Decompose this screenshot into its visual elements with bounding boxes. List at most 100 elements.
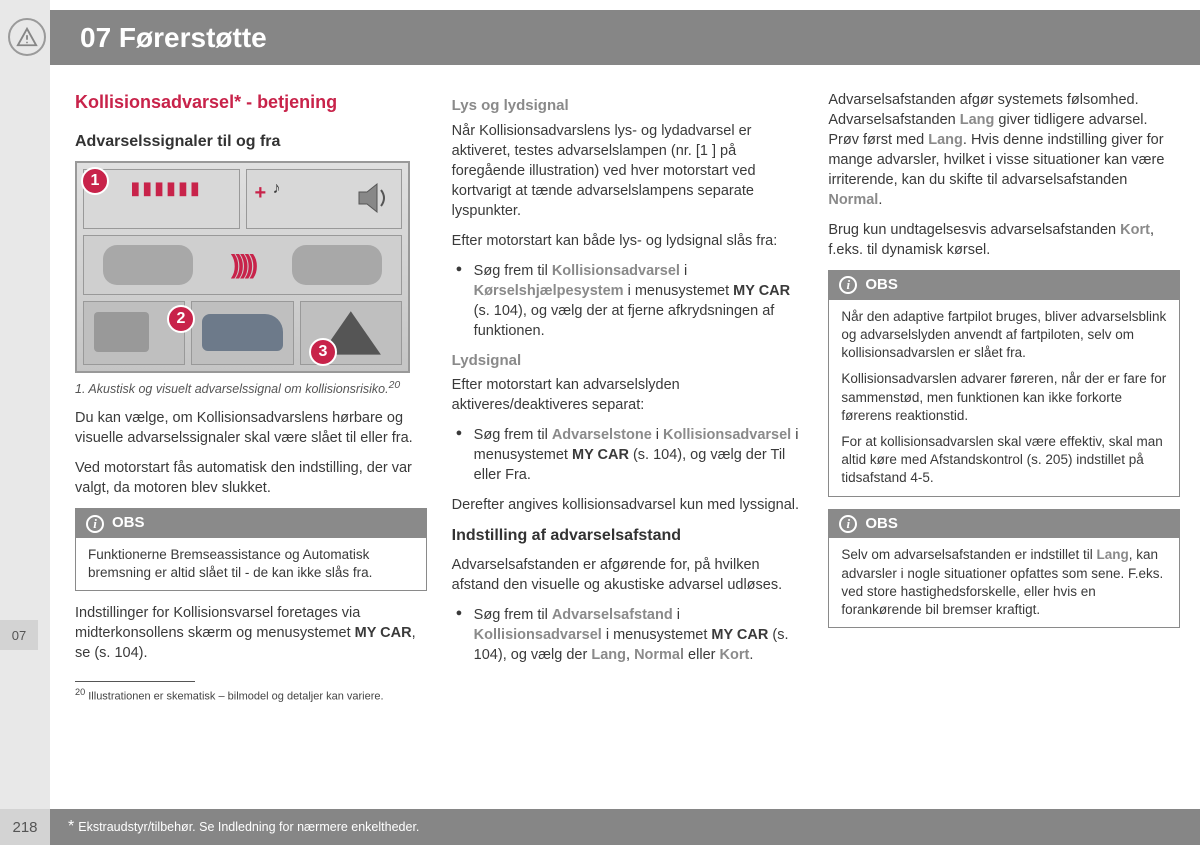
obs-title: OBS: [865, 275, 898, 296]
car-front-icon: [292, 245, 382, 285]
side-chapter-tab: 07: [0, 620, 38, 650]
footer-note: * Ekstraudstyr/tilbehør. Se Indledning f…: [50, 809, 1200, 845]
chapter-title: 07 Førerstøtte: [80, 22, 267, 54]
obs-note-box: i OBS Selv om advarselsafstanden er inds…: [828, 509, 1180, 629]
caption-footnote-ref: 20: [389, 380, 401, 391]
list-item: Søg frem til Advarselstone i Kollisionsa…: [452, 425, 804, 485]
illustration-caption: 1. Akustisk og visuelt advarselssignal o…: [75, 379, 427, 398]
car-side-icon: [202, 314, 282, 351]
info-icon: i: [86, 515, 104, 533]
speaker-icon: [353, 178, 393, 218]
obs-title: OBS: [865, 514, 898, 535]
menu-name: MY CAR: [572, 447, 629, 463]
warning-triangle-icon: [8, 18, 46, 56]
menu-item: Advarselsafstand: [552, 607, 673, 623]
list-item: Søg frem til Advarselsafstand i Kollisio…: [452, 605, 804, 665]
option: Lang: [928, 132, 963, 148]
option: Kort: [1120, 222, 1150, 238]
text: i: [652, 427, 663, 443]
column-2: Lys og lydsignal Når Kollisionsadvarslen…: [452, 90, 804, 705]
menu-item: Advarselstone: [552, 427, 652, 443]
menu-item: Kollisionsadvarsel: [552, 263, 680, 279]
asterisk-icon: *: [68, 818, 74, 836]
paragraph: Advarselsafstanden er afgørende for, på …: [452, 555, 804, 595]
text: i menusystemet: [602, 627, 712, 643]
obs-text: Når den adaptive fartpilot bruges, blive…: [841, 308, 1167, 363]
text: Søg frem til: [474, 263, 552, 279]
menu-name: MY CAR: [711, 627, 768, 643]
text: .: [878, 192, 882, 208]
obs-header: i OBS: [829, 271, 1179, 300]
page-footer: 218 * Ekstraudstyr/tilbehør. Se Indledni…: [0, 809, 1200, 845]
gray-heading: Lys og lydsignal: [452, 96, 804, 117]
ill-panel-car-side: [191, 301, 293, 365]
paragraph: Derefter angives kollisionsadvarsel kun …: [452, 495, 804, 515]
music-note-icon: ♪: [273, 178, 281, 200]
menu-item: Kørselshjælpesystem: [474, 283, 624, 299]
footnote: 20 Illustrationen er skematisk – bilmode…: [75, 686, 427, 705]
radar-waves-icon: ))))): [231, 247, 254, 283]
option: Normal: [828, 192, 878, 208]
illustration-label-3: 3: [309, 338, 337, 366]
subsection-heading: Indstilling af advarselsafstand: [452, 525, 804, 547]
text: Brug kun undtagelsesvis advarselsafstand…: [828, 222, 1120, 238]
subsection-heading: Advarselssignaler til og fra: [75, 131, 427, 153]
text: i: [673, 607, 680, 623]
section-heading: Kollisionsadvarsel* - betjening: [75, 90, 427, 115]
option: Normal: [634, 647, 684, 663]
menu-name: MY CAR: [733, 283, 790, 299]
chapter-header: 07 Førerstøtte: [50, 10, 1200, 65]
menu-name: MY CAR: [355, 625, 412, 641]
footnote-number: 20: [75, 687, 85, 697]
option: Lang: [960, 112, 995, 128]
paragraph: Du kan vælge, om Kollisionsadvarslens hø…: [75, 408, 427, 448]
paragraph: Når Kollisionsadvarslens lys- og lydadva…: [452, 121, 804, 221]
text: .: [749, 647, 753, 663]
plus-icon: +: [255, 180, 267, 208]
ill-panel-sound: + ♪: [246, 169, 403, 229]
text: i menusystemet: [624, 283, 734, 299]
obs-note-box: i OBS Når den adaptive fartpilot bruges,…: [828, 270, 1180, 497]
led-strip-icon: ▮▮▮▮▮▮: [130, 176, 201, 201]
list-item: Søg frem til Kollisionsadvarsel i Kørsel…: [452, 261, 804, 341]
paragraph: Efter motorstart kan både lys- og lydsig…: [452, 231, 804, 251]
column-1: Kollisionsadvarsel* - betjening Advarsel…: [75, 90, 427, 705]
obs-header: i OBS: [829, 510, 1179, 539]
obs-text: Funktionerne Bremseassistance og Automat…: [88, 546, 414, 582]
illustration-label-2: 2: [167, 305, 195, 333]
gray-heading: Lydsignal: [452, 351, 804, 372]
text: Søg frem til: [474, 607, 552, 623]
caption-text: 1. Akustisk og visuelt advarselssignal o…: [75, 382, 389, 396]
obs-body: Selv om advarselsafstanden er indstillet…: [829, 538, 1179, 627]
column-3: Advarselsafstanden afgør systemets følso…: [828, 90, 1180, 705]
paragraph: Ved motorstart fås automatisk den indsti…: [75, 458, 427, 498]
footer-text: Ekstraudstyr/tilbehør. Se Indledning for…: [78, 820, 419, 834]
left-margin-bar: [0, 0, 50, 845]
text: i: [680, 263, 687, 279]
text: Selv om advarselsafstanden er indstillet…: [841, 547, 1096, 562]
text: Søg frem til: [474, 427, 552, 443]
car-rear-icon: [103, 245, 193, 285]
obs-text: Kollisionsadvarslen advarer føreren, når…: [841, 370, 1167, 425]
obs-text: Selv om advarselsafstanden er indstillet…: [841, 546, 1167, 619]
option: Kort: [720, 647, 750, 663]
obs-body: Funktionerne Bremseassistance og Automat…: [76, 538, 426, 590]
text: ,: [626, 647, 634, 663]
bullet-list: Søg frem til Kollisionsadvarsel i Kørsel…: [452, 261, 804, 341]
menu-item: Kollisionsadvarsel: [663, 427, 791, 443]
collision-warning-illustration: ▮▮▮▮▮▮ + ♪ ))))): [75, 161, 410, 373]
info-icon: i: [839, 515, 857, 533]
obs-title: OBS: [112, 513, 145, 534]
obs-note-box: i OBS Funktionerne Bremseassistance og A…: [75, 508, 427, 591]
obs-header: i OBS: [76, 509, 426, 538]
paragraph: Brug kun undtagelsesvis advarselsafstand…: [828, 220, 1180, 260]
illustration-label-1: 1: [81, 167, 109, 195]
bullet-list: Søg frem til Advarselsafstand i Kollisio…: [452, 605, 804, 665]
paragraph: Efter motorstart kan advarselslyden akti…: [452, 375, 804, 415]
page-number: 218: [0, 809, 50, 845]
option: Lang: [591, 647, 626, 663]
text: Indstillinger for Kollisionsvarsel foret…: [75, 605, 360, 641]
obs-body: Når den adaptive fartpilot bruges, blive…: [829, 300, 1179, 496]
paragraph: Indstillinger for Kollisionsvarsel foret…: [75, 603, 427, 663]
ill-panel-cars-top: ))))): [83, 235, 402, 295]
